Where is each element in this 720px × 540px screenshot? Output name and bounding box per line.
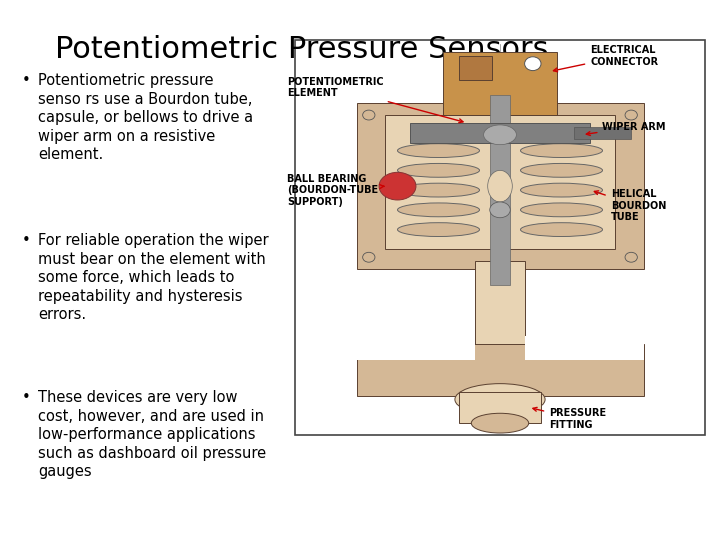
Text: Potentiometric pressure
senso rs use a Bourdon tube,
capsule, or bellows to driv: Potentiometric pressure senso rs use a B… [38,73,253,163]
Text: PRESSURE
FITTING: PRESSURE FITTING [533,407,606,430]
Ellipse shape [625,110,637,120]
FancyBboxPatch shape [356,336,475,360]
Ellipse shape [397,164,480,177]
Ellipse shape [521,183,603,197]
Text: •: • [22,73,31,88]
FancyBboxPatch shape [443,52,557,115]
Ellipse shape [521,222,603,237]
FancyBboxPatch shape [574,127,631,139]
Ellipse shape [379,172,416,200]
Ellipse shape [363,252,375,262]
FancyBboxPatch shape [475,261,525,356]
Ellipse shape [625,252,637,262]
Text: These devices are very low
cost, however, and are used in
low-performance applic: These devices are very low cost, however… [38,390,266,480]
Ellipse shape [363,110,375,120]
FancyBboxPatch shape [385,115,615,249]
Text: ELECTRICAL
CONNECTOR: ELECTRICAL CONNECTOR [554,45,658,72]
Ellipse shape [397,144,480,158]
Ellipse shape [525,57,541,71]
Text: •: • [22,233,31,248]
Text: HELICAL
BOURDON
TUBE: HELICAL BOURDON TUBE [594,190,666,222]
FancyBboxPatch shape [356,103,644,269]
Text: BALL BEARING
(BOURDON-TUBE
SUPPORT): BALL BEARING (BOURDON-TUBE SUPPORT) [287,173,384,207]
Ellipse shape [521,164,603,177]
Ellipse shape [397,203,480,217]
FancyBboxPatch shape [525,336,644,360]
Ellipse shape [521,144,603,158]
Text: •: • [22,390,31,405]
FancyBboxPatch shape [459,392,541,423]
Ellipse shape [484,125,516,145]
Ellipse shape [397,183,480,197]
Text: Potentiometric Pressure Sensors: Potentiometric Pressure Sensors [55,35,549,64]
Ellipse shape [472,413,528,433]
Ellipse shape [397,222,480,237]
Text: WIPER ARM: WIPER ARM [586,122,666,136]
FancyBboxPatch shape [356,344,644,395]
FancyBboxPatch shape [295,40,705,435]
Text: For reliable operation the wiper
must bear on the element with
some force, which: For reliable operation the wiper must be… [38,233,269,322]
Ellipse shape [455,383,545,415]
Ellipse shape [490,202,510,218]
FancyBboxPatch shape [410,123,590,143]
Ellipse shape [487,170,513,202]
Ellipse shape [521,203,603,217]
FancyBboxPatch shape [459,56,492,79]
Text: POTENTIOMETRIC
ELEMENT: POTENTIOMETRIC ELEMENT [287,77,463,123]
FancyBboxPatch shape [490,95,510,285]
